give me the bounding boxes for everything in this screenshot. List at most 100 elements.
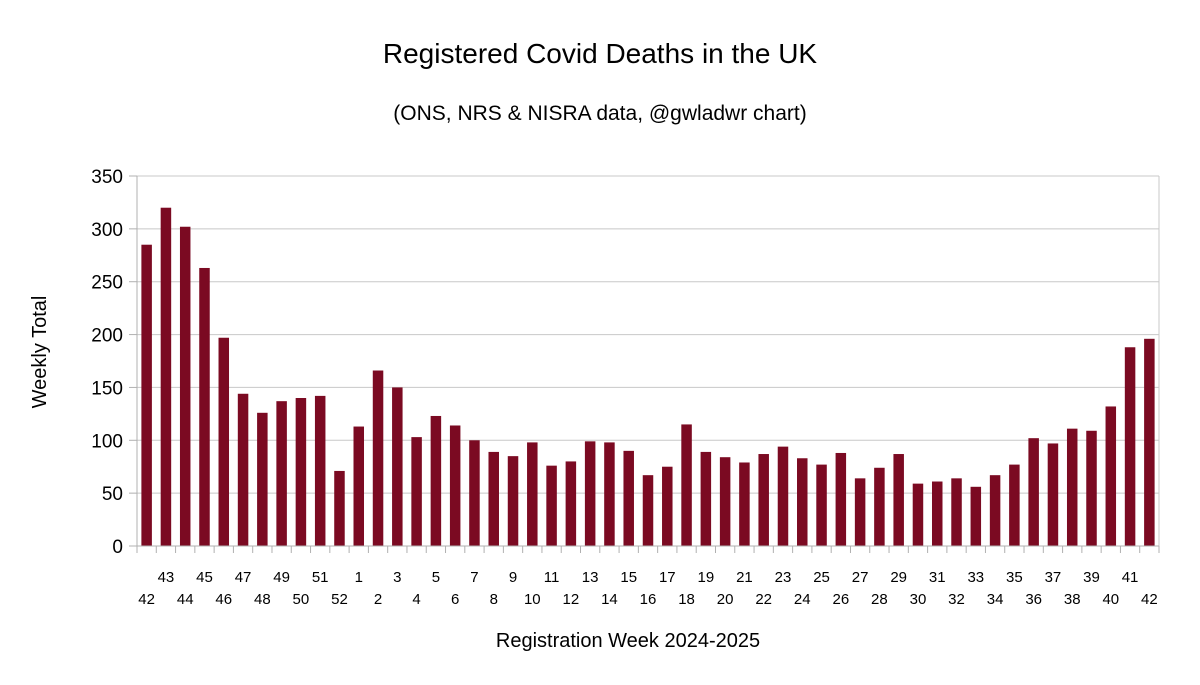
bar [257,412,268,546]
x-tick-label: 28 [871,591,888,608]
x-tick-label: 40 [1102,591,1119,608]
y-tick-label: 50 [102,484,123,505]
x-tick-label: 15 [620,569,637,586]
x-tick-label: 16 [640,591,657,608]
x-tick-label: 38 [1064,591,1081,608]
bar [1028,438,1039,546]
bar [700,451,712,546]
bar [681,424,692,546]
bar [334,470,345,546]
x-tick-label: 6 [451,591,459,608]
bar [797,458,808,546]
x-tick-label: 12 [563,591,580,608]
y-tick-label: 350 [91,167,123,188]
x-tick-label: 48 [254,591,271,608]
bar [604,442,615,546]
x-tick-label: 31 [929,569,946,586]
bar [237,393,249,546]
bar [1144,338,1155,546]
x-tick-label: 3 [393,569,401,586]
x-tick-label: 43 [158,569,175,586]
bar [179,226,191,546]
x-tick-label: 49 [273,569,290,586]
x-axis-label: Registration Week 2024-2025 [496,630,760,652]
bar [758,454,769,546]
bar [449,425,461,546]
chart-subtitle: (ONS, NRS & NISRA data, @gwladwr chart) [393,102,807,125]
x-tick-label: 4 [412,591,420,608]
x-tick-label: 2 [374,591,382,608]
x-tick-label: 36 [1025,591,1042,608]
x-tick-label: 42 [1141,591,1158,608]
x-tick-label: 37 [1045,569,1062,586]
bar [372,370,384,546]
bar [353,426,365,546]
x-tick-label: 50 [293,591,310,608]
bar [392,387,403,546]
bar [527,442,538,546]
bar [218,337,230,546]
x-tick-label: 19 [698,569,715,586]
bar [951,478,962,546]
axes [136,176,1160,553]
bar [141,244,152,546]
bar [623,450,634,546]
bar [411,437,422,546]
bar [1086,430,1097,546]
x-tick-label: 45 [196,569,213,586]
bar [777,446,789,546]
x-tick-label: 13 [582,569,599,586]
bars [141,207,1155,546]
bar [565,461,577,546]
bar [662,466,673,546]
bar [546,465,557,546]
bar [160,207,172,546]
bar [1009,464,1020,546]
bar [488,451,499,546]
bar [739,462,750,546]
y-tick-label: 0 [112,537,123,558]
x-tick-label: 42 [138,591,155,608]
bar [970,486,982,546]
x-tick-label: 7 [470,569,478,586]
bar [1105,406,1117,546]
bar [507,456,519,546]
x-tick-label: 20 [717,591,734,608]
bar [642,475,654,546]
y-tick-label: 100 [91,431,123,452]
x-tick-label: 34 [987,591,1004,608]
x-tick-label: 1 [355,569,363,586]
x-tick-label: 9 [509,569,517,586]
bar [893,454,904,546]
bar [874,467,885,546]
bar [1066,428,1078,546]
bar [199,267,210,546]
x-tick-label: 24 [794,591,811,608]
y-tick-label: 200 [91,326,123,347]
y-tick-label: 250 [91,273,123,294]
x-tick-label: 35 [1006,569,1023,586]
bar [835,452,847,546]
bar [469,440,480,546]
x-tick-label: 30 [910,591,927,608]
x-tick-label: 39 [1083,569,1100,586]
x-tick-label: 25 [813,569,830,586]
bar [989,475,1001,546]
x-tick-label: 52 [331,591,348,608]
y-tick-labels: 0 50 100 150 200 250 300 350 [91,167,123,558]
x-tick-label: 29 [890,569,907,586]
bar [1124,347,1136,546]
x-tick-label: 26 [832,591,849,608]
x-tick-label: 5 [432,569,440,586]
bar [295,398,307,546]
bar [931,481,943,546]
x-tick-label: 21 [736,569,753,586]
bar [816,464,827,546]
x-tick-label: 17 [659,569,676,586]
y-tick-label: 300 [91,220,123,241]
x-tick-label: 27 [852,569,869,586]
x-tick-label: 32 [948,591,965,608]
bar [912,483,924,546]
bar [584,441,596,546]
